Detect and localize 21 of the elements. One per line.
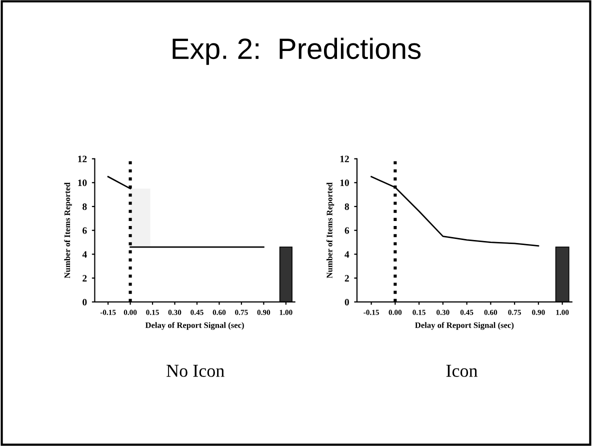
y-tick-label: 12 — [78, 156, 87, 162]
text: No Icon — [166, 364, 224, 377]
y-tick-label: 12 — [340, 156, 349, 162]
y-axis-title: Number of Items Reported — [64, 182, 72, 278]
y-tick-label: 8 — [82, 203, 87, 210]
y-tick-label: 6 — [82, 227, 87, 234]
x-axis-title: Delay of Report Signal (sec) — [145, 322, 244, 330]
y-tick-label: 10 — [340, 180, 349, 186]
y-tick-label: 2 — [82, 275, 87, 282]
text: Icon — [446, 364, 478, 377]
y-axis-title: Number of Items Reported — [326, 182, 334, 278]
chart-title: Exp. 2: Predictions — [172, 38, 421, 65]
y-tick-label: 4 — [344, 251, 350, 258]
y-tick-label: 0 — [344, 298, 349, 306]
y-tick-label: 10 — [78, 180, 87, 186]
y-tick-label: 8 — [344, 203, 350, 210]
y-tick-label: 2 — [344, 275, 349, 282]
y-tick-label: 0 — [82, 298, 87, 306]
y-tick-label: 6 — [344, 227, 350, 234]
x-axis-title: Delay of Report Signal (sec) — [415, 322, 514, 330]
y-tick-label: 4 — [82, 251, 87, 258]
